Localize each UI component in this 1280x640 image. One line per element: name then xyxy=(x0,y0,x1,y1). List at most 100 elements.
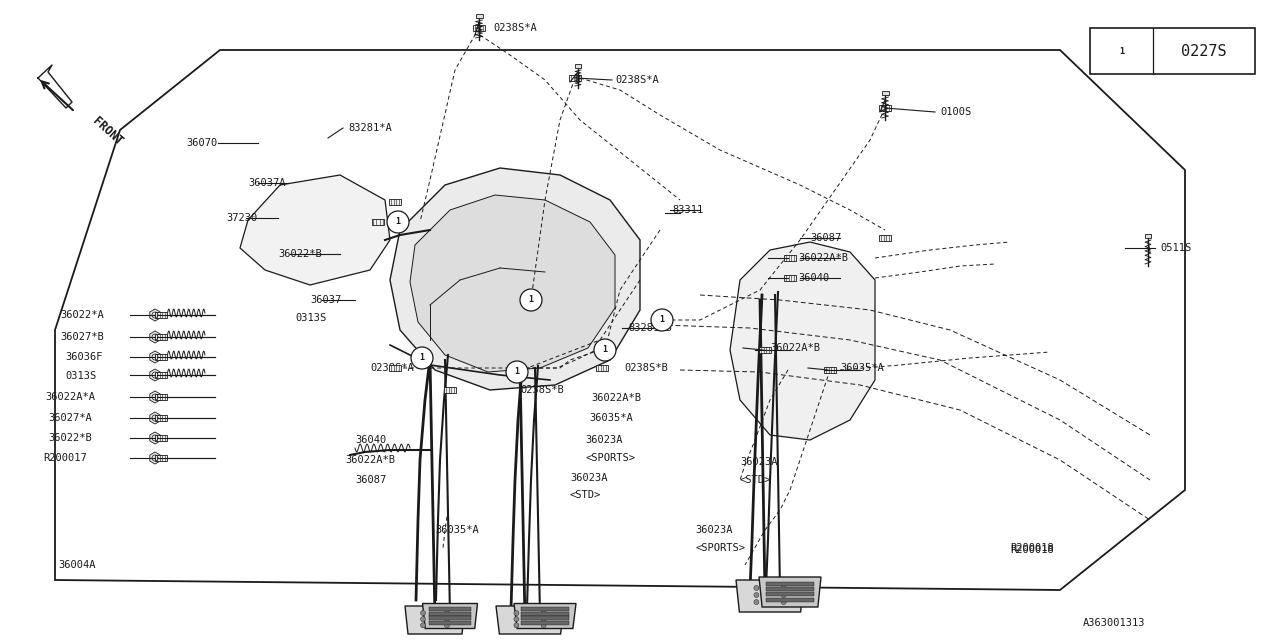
Bar xyxy=(371,219,384,225)
Circle shape xyxy=(421,617,425,621)
Text: 0238S*A: 0238S*A xyxy=(614,75,659,85)
Polygon shape xyxy=(150,369,160,381)
Bar xyxy=(155,435,166,441)
Bar xyxy=(785,275,796,281)
Text: <STD>: <STD> xyxy=(740,475,772,485)
Bar xyxy=(389,365,401,371)
Polygon shape xyxy=(150,351,160,363)
Bar xyxy=(767,587,814,591)
Polygon shape xyxy=(497,606,564,634)
Text: 36022*B: 36022*B xyxy=(49,433,92,443)
Text: 36023A: 36023A xyxy=(585,435,622,445)
Circle shape xyxy=(781,600,786,605)
Polygon shape xyxy=(515,604,576,628)
Circle shape xyxy=(541,611,547,616)
Bar xyxy=(389,199,401,205)
Text: 0238S*A: 0238S*A xyxy=(370,363,413,373)
Circle shape xyxy=(541,623,547,628)
Text: <SPORTS>: <SPORTS> xyxy=(695,543,745,553)
Circle shape xyxy=(444,611,449,616)
Text: 36027*A: 36027*A xyxy=(49,413,92,423)
Text: 36022A*A: 36022A*A xyxy=(45,392,95,402)
Bar xyxy=(474,25,485,31)
Text: 36040: 36040 xyxy=(797,273,829,283)
Text: 36040: 36040 xyxy=(355,435,387,445)
Text: R200018: R200018 xyxy=(1010,545,1053,555)
Bar xyxy=(429,611,471,616)
Circle shape xyxy=(652,309,673,331)
Text: 36037A: 36037A xyxy=(248,178,285,188)
Polygon shape xyxy=(150,412,160,424)
Bar xyxy=(879,235,891,241)
Circle shape xyxy=(541,617,547,621)
Bar xyxy=(429,607,471,611)
Text: 0238S*B: 0238S*B xyxy=(625,363,668,373)
Circle shape xyxy=(754,593,759,598)
Bar xyxy=(509,365,521,371)
Polygon shape xyxy=(241,175,390,285)
Polygon shape xyxy=(150,391,160,403)
Text: R200017: R200017 xyxy=(44,453,87,463)
Circle shape xyxy=(781,593,786,598)
Text: 0227S: 0227S xyxy=(1181,44,1226,58)
Bar xyxy=(521,621,568,625)
Polygon shape xyxy=(410,195,614,372)
Polygon shape xyxy=(730,242,876,440)
Bar xyxy=(596,365,608,371)
Text: 0511S: 0511S xyxy=(1160,243,1192,253)
Circle shape xyxy=(1110,39,1133,63)
Text: 36035*A: 36035*A xyxy=(840,363,883,373)
Polygon shape xyxy=(404,606,465,634)
Text: 1: 1 xyxy=(603,346,608,355)
Text: 1: 1 xyxy=(420,353,425,362)
Circle shape xyxy=(594,339,616,361)
Circle shape xyxy=(387,211,410,233)
Polygon shape xyxy=(150,452,160,464)
Bar xyxy=(155,455,166,461)
Text: 36023A: 36023A xyxy=(695,525,732,535)
Circle shape xyxy=(411,347,433,369)
Circle shape xyxy=(506,361,529,383)
Circle shape xyxy=(520,289,541,311)
Bar xyxy=(155,372,166,378)
Text: 36022A*B: 36022A*B xyxy=(591,393,641,403)
Bar xyxy=(521,616,568,620)
Bar xyxy=(521,611,568,616)
Text: 36087: 36087 xyxy=(355,475,387,485)
Bar xyxy=(429,621,471,625)
Text: 1: 1 xyxy=(1119,47,1124,56)
Circle shape xyxy=(513,623,518,628)
Text: 1: 1 xyxy=(659,316,664,324)
Bar xyxy=(824,367,836,372)
Circle shape xyxy=(513,617,518,621)
Bar xyxy=(155,415,166,421)
Bar xyxy=(155,394,166,400)
Text: 36027*B: 36027*B xyxy=(60,332,104,342)
Circle shape xyxy=(421,611,425,616)
Text: R200018: R200018 xyxy=(1010,543,1053,553)
Bar xyxy=(155,354,166,360)
Bar xyxy=(475,14,483,18)
Text: 36035*A: 36035*A xyxy=(435,525,479,535)
Text: 36022A*B: 36022A*B xyxy=(771,343,820,353)
Circle shape xyxy=(754,600,759,605)
Text: 83281*B: 83281*B xyxy=(628,323,672,333)
Text: 83311: 83311 xyxy=(672,205,703,215)
Circle shape xyxy=(754,586,759,591)
Text: 36022*B: 36022*B xyxy=(278,249,321,259)
Circle shape xyxy=(513,611,518,616)
Polygon shape xyxy=(150,432,160,444)
Polygon shape xyxy=(390,168,640,390)
Text: 36022*A: 36022*A xyxy=(60,310,104,320)
Polygon shape xyxy=(150,309,160,321)
Bar xyxy=(1091,28,1254,74)
Bar xyxy=(570,76,581,81)
Bar xyxy=(759,347,771,353)
Bar xyxy=(444,387,456,393)
Text: 36036F: 36036F xyxy=(65,352,102,362)
Text: 0313S: 0313S xyxy=(294,313,326,323)
Bar xyxy=(882,91,888,95)
Polygon shape xyxy=(736,580,804,612)
Text: 36070: 36070 xyxy=(187,138,218,148)
Text: 36087: 36087 xyxy=(810,233,841,243)
